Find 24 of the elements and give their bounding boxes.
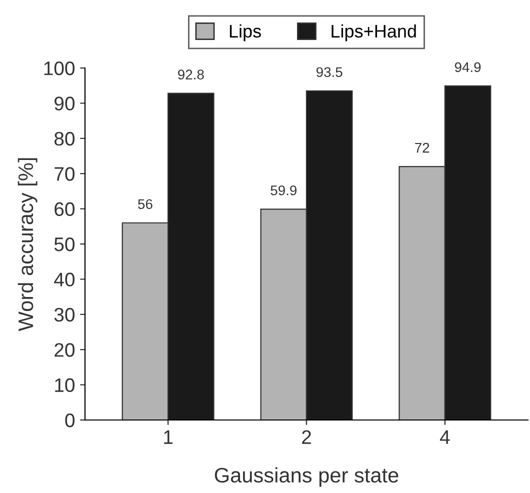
y-tick-label: 40: [54, 272, 75, 286]
legend-label: Lips: [230, 24, 261, 42]
y-tick-label: 60: [54, 202, 75, 216]
data-label: 93.5: [316, 67, 342, 78]
data-label: 72: [415, 142, 430, 153]
data-label: 59.9: [270, 185, 297, 196]
y-tick-label: 80: [54, 132, 75, 146]
y-tick-label: 30: [54, 308, 75, 322]
data-label: 56: [138, 199, 152, 210]
y-tick-label: 20: [54, 343, 75, 357]
data-label: 92.8: [178, 70, 204, 80]
legend-label: Lips+Hand: [332, 24, 416, 42]
y-tick-label: 100: [44, 61, 75, 76]
x-tick-label: 2: [302, 430, 311, 444]
y-tick-label: 10: [55, 378, 75, 392]
y-tick-label: 0: [65, 413, 75, 428]
y-tick-label: 90: [54, 96, 75, 110]
y-axis-title: Word accuracy [%]: [18, 158, 38, 332]
x-tick-label: 1: [164, 430, 173, 444]
y-tick-label: 50: [54, 237, 75, 252]
y-tick-label: 70: [54, 167, 75, 181]
x-tick-label: 4: [440, 430, 450, 444]
x-axis-title: Gaussians per state: [214, 467, 398, 487]
data-label: 94.9: [454, 62, 481, 72]
